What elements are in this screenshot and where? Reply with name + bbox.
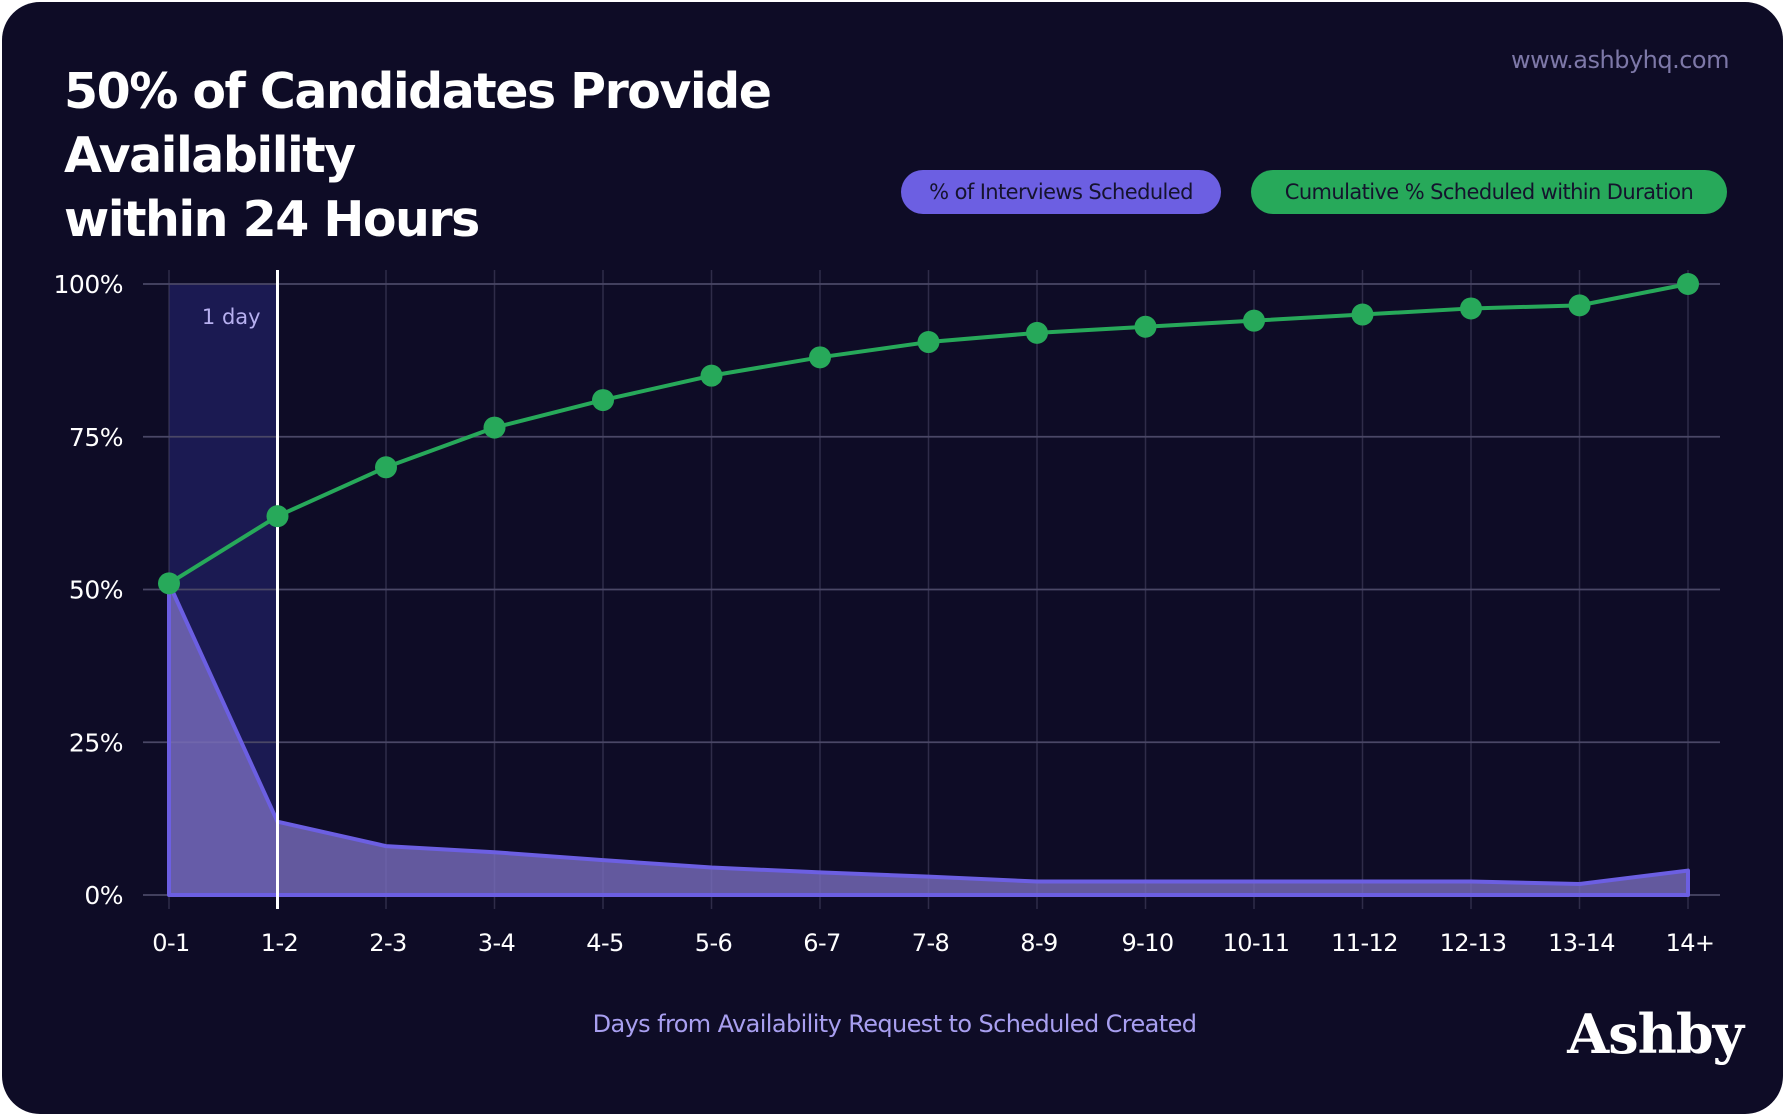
x-tick-label: 13-14: [1548, 929, 1615, 957]
x-tick-label: 5-6: [695, 929, 732, 957]
cumulative-data-point: [1243, 309, 1265, 332]
x-tick-label: 8-9: [1020, 929, 1057, 957]
cumulative-data-point: [266, 505, 289, 528]
y-tick-label: 25%: [69, 728, 123, 757]
cumulative-data-point: [1568, 294, 1591, 317]
x-tick-label: 7-8: [912, 929, 949, 957]
cumulative-data-point: [375, 456, 397, 479]
x-tick-label: 10-11: [1223, 929, 1290, 957]
x-tick-label: 1-2: [261, 929, 298, 957]
cumulative-data-point: [1026, 321, 1048, 344]
cumulative-data-point: [1134, 315, 1157, 338]
interviews-scheduled-area: [167, 581, 1690, 897]
chart-title-line-1: 50% of Candidates Provide Availability: [64, 63, 772, 184]
x-axis-title: Days from Availability Request to Schedu…: [592, 1010, 1197, 1038]
legend-item-interviews-scheduled: % of Interviews Scheduled: [901, 170, 1221, 214]
y-tick-label: 100%: [54, 270, 123, 299]
chart-title-line-2: within 24 Hours: [64, 191, 480, 248]
ashby-logo: Ashby: [1567, 1002, 1744, 1066]
legend-item-cumulative-scheduled: Cumulative % Scheduled within Duration: [1251, 170, 1727, 214]
x-tick-label: 6-7: [803, 929, 840, 957]
x-tick-label: 0-1: [152, 929, 189, 957]
cumulative-data-point: [1677, 273, 1699, 295]
x-tick-label: 9-10: [1121, 929, 1173, 957]
cumulative-data-point: [158, 572, 180, 595]
cumulative-data-point: [483, 416, 506, 439]
x-tick-label: 2-3: [369, 929, 406, 957]
y-tick-label: 75%: [69, 423, 123, 452]
cumulative-data-point: [917, 331, 940, 354]
cumulative-data-point: [700, 364, 723, 387]
one-day-annotation-label: 1 day: [202, 305, 261, 329]
y-tick-label: 0%: [84, 881, 123, 910]
cumulative-data-point: [1460, 297, 1482, 320]
chart-title: 50% of Candidates Provide Availability w…: [64, 60, 1064, 252]
x-tick-label: 4-5: [586, 929, 623, 957]
cumulative-data-point: [809, 346, 831, 369]
x-tick-label: 12-13: [1440, 929, 1507, 957]
x-tick-label: 3-4: [478, 929, 515, 957]
y-tick-label: 50%: [69, 576, 123, 605]
x-tick-label: 11-12: [1331, 929, 1398, 957]
x-tick-label: 14+: [1666, 929, 1715, 957]
cumulative-data-point: [592, 389, 614, 412]
website-label: www.ashbyhq.com: [1510, 46, 1730, 74]
cumulative-data-point: [1351, 303, 1374, 326]
